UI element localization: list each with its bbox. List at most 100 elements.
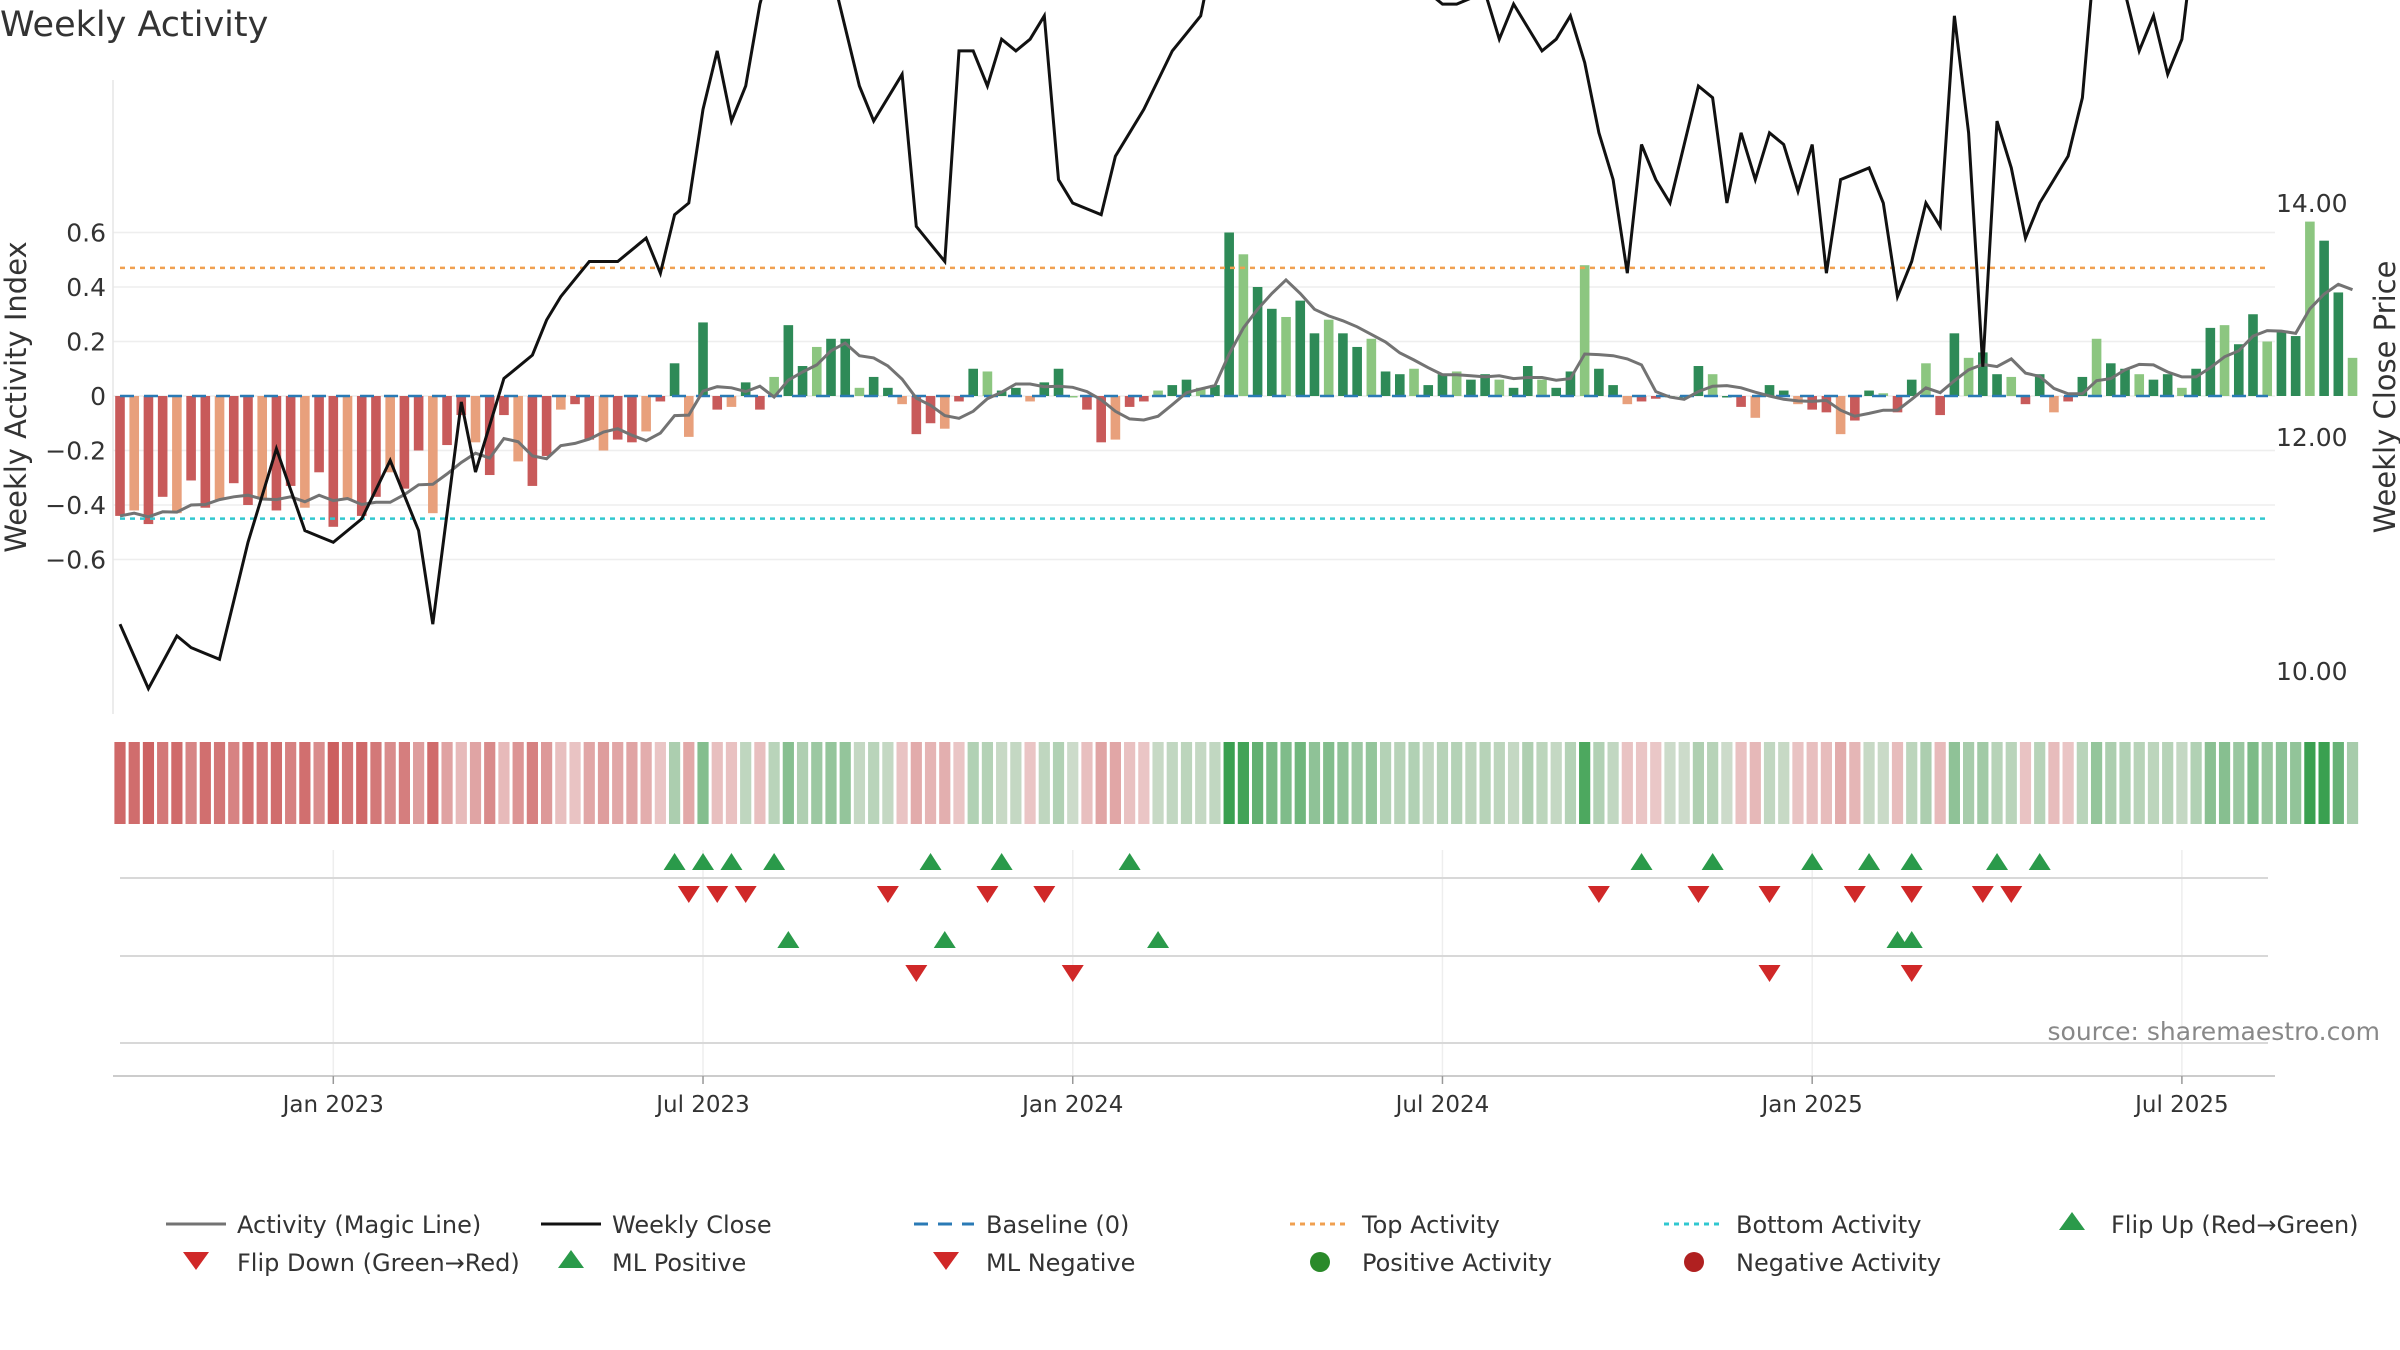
heat-cell <box>1379 742 1392 824</box>
x-tick-label: Jan 2023 <box>281 1092 384 1118</box>
flip-down-marker <box>876 886 899 903</box>
flip-up-marker <box>1630 853 1653 870</box>
activity-bar <box>2262 341 2273 396</box>
heat-cell <box>1678 742 1690 824</box>
heat-cell <box>242 742 254 824</box>
legend-item-top-activity: Top Activity <box>1290 1211 1500 1239</box>
activity-bar <box>1978 352 1988 396</box>
heat-cell <box>1564 742 1577 824</box>
flip-down-marker <box>976 886 999 903</box>
ml-negative-legend-icon <box>933 1252 959 1270</box>
heat-cell <box>1948 742 1960 824</box>
activity-bar <box>527 396 538 486</box>
heat-cell <box>811 742 823 824</box>
activity-bar <box>1821 396 1832 413</box>
heat-cell <box>1479 742 1491 824</box>
heat-cell <box>1877 742 1889 824</box>
legend-label-negative-activity: Negative Activity <box>1736 1249 1941 1277</box>
activity-bar <box>356 396 367 516</box>
heat-cell <box>896 742 908 824</box>
legend-item-positive-activity: Positive Activity <box>1310 1249 1552 1277</box>
heat-cell <box>939 742 951 824</box>
activity-bar <box>2049 396 2059 413</box>
activity-bar <box>868 376 879 396</box>
activity-bar <box>2290 336 2301 396</box>
activity-bar <box>1608 385 1618 396</box>
activity-bar <box>1622 396 1633 405</box>
activity-bar <box>214 396 225 500</box>
legend-item-ml-negative: ML Negative <box>933 1249 1135 1277</box>
heat-cell <box>583 742 595 824</box>
activity-bar <box>1238 254 1249 396</box>
activity-bar <box>413 396 424 451</box>
heat-cell <box>341 742 354 824</box>
activity-bar <box>1281 316 1291 396</box>
heat-cell <box>967 742 979 824</box>
heat-cell <box>1963 742 1975 824</box>
activity-bar <box>2091 338 2102 396</box>
flip-up-marker <box>1118 853 1141 870</box>
activity-bar <box>769 376 779 396</box>
heat-cell <box>2247 742 2259 824</box>
heat-cell <box>1038 742 1050 824</box>
heat-cell <box>1664 742 1676 824</box>
heat-cell <box>157 742 169 824</box>
activity-bar <box>200 396 211 508</box>
heat-cell <box>2190 742 2202 824</box>
heat-cell <box>612 742 624 824</box>
heat-cell <box>924 742 937 824</box>
y-tick-label: −0.6 <box>45 546 106 575</box>
left-y-ticks: 0.6 0.4 0.2 0 −0.2 −0.4 −0.6 <box>45 219 106 575</box>
activity-bar <box>2177 387 2187 396</box>
activity-bar <box>740 382 751 396</box>
x-tick-label: Jan 2024 <box>1020 1092 1123 1118</box>
activity-bar <box>1750 396 1761 418</box>
heat-cell <box>1977 742 1989 824</box>
activity-bar <box>1267 308 1277 396</box>
heat-cell <box>427 742 439 824</box>
heat-cell <box>2162 742 2174 824</box>
heat-cell <box>1536 742 1548 824</box>
activity-bar <box>1437 374 1448 396</box>
activity-bar <box>1778 390 1789 396</box>
activity-bar <box>172 396 182 514</box>
y-tick-label: 0.6 <box>66 219 106 248</box>
heat-cell <box>1820 742 1832 824</box>
ml-positive-marker <box>933 931 956 948</box>
heat-cell <box>1266 742 1278 824</box>
activity-bar <box>854 387 865 396</box>
activity-bar <box>1323 319 1334 396</box>
activity-bar <box>570 396 580 405</box>
activity-bar <box>129 396 140 511</box>
heat-cell <box>1579 742 1591 824</box>
legend-label-ml-negative: ML Negative <box>986 1249 1135 1277</box>
activity-bar <box>968 368 978 396</box>
activity-bar <box>911 396 922 435</box>
heat-cell <box>484 742 496 824</box>
activity-bar <box>1522 366 1533 396</box>
activity-bar <box>755 396 765 410</box>
positive-activity-legend-icon <box>1310 1252 1330 1272</box>
heat-cell <box>2034 742 2046 824</box>
signal-vertical-grid <box>332 850 2183 1076</box>
left-y-axis-label: Weekly Activity Index <box>0 241 33 552</box>
ml-positive-marker <box>777 931 800 948</box>
legend-item-bottom-activity: Bottom Activity <box>1664 1211 1921 1239</box>
heat-cell <box>953 742 965 824</box>
activity-bar <box>1835 396 1846 435</box>
heat-cell <box>213 742 226 824</box>
activity-bar <box>442 396 452 446</box>
heat-cell <box>654 742 666 824</box>
flip-down-marker <box>1971 886 1994 903</box>
y-tick-label: 0.4 <box>66 273 106 302</box>
flip-up-marker <box>720 853 743 870</box>
activity-heat-strip <box>114 742 2359 824</box>
flip-down-marker <box>1843 886 1866 903</box>
heat-cell <box>640 742 652 824</box>
activity-bar <box>2148 379 2159 396</box>
activity-bar <box>1963 357 1974 396</box>
activity-bar <box>2333 292 2344 396</box>
heat-cell <box>768 742 780 824</box>
